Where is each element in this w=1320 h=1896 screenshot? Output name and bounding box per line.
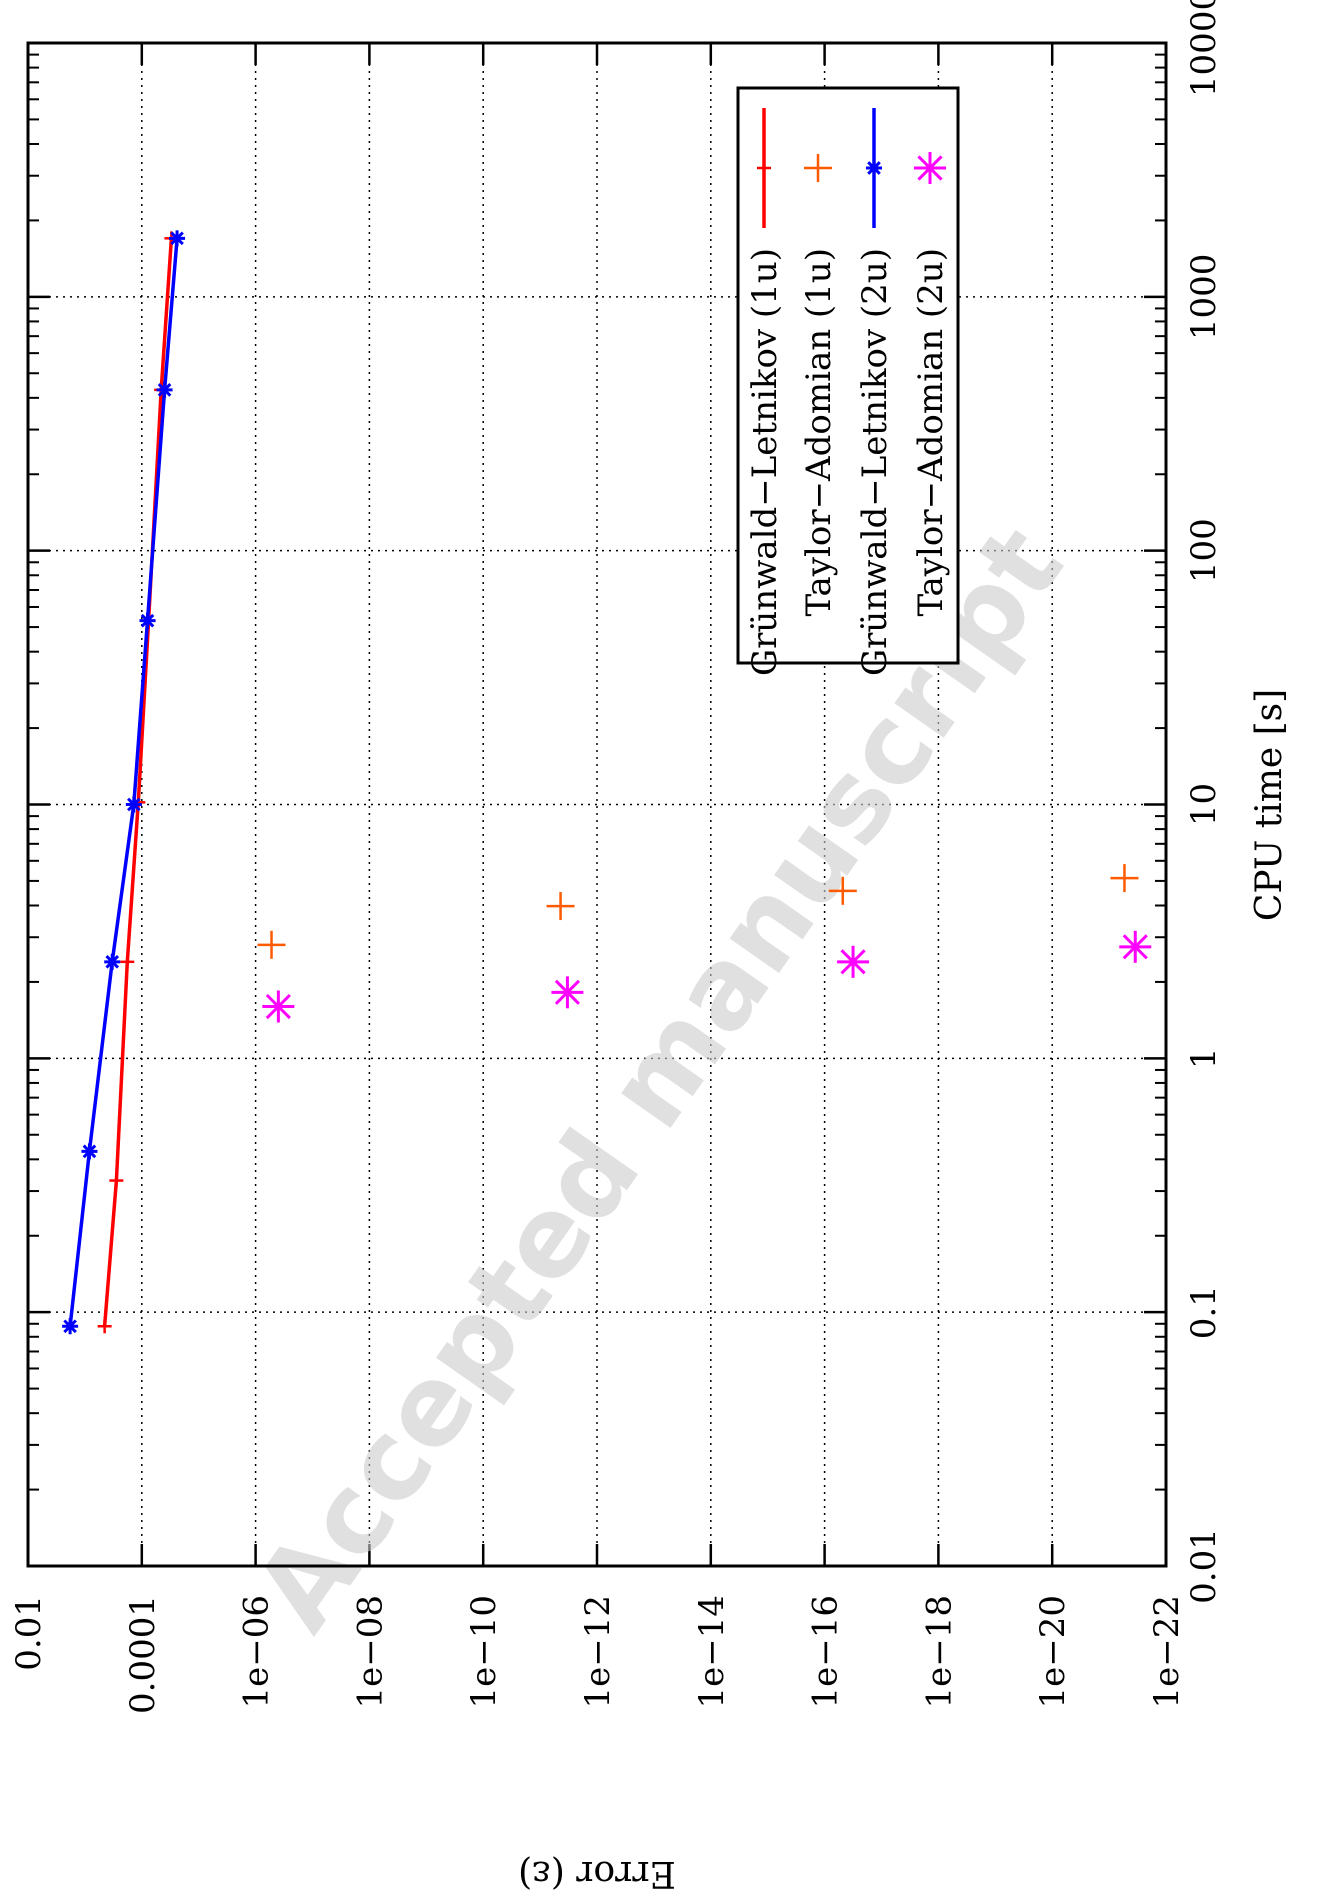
x-tick-label: 1000 [1184,254,1224,341]
x-tick-label: 10 [1184,783,1224,826]
x-tick-label: 0.1 [1184,1285,1224,1339]
series-group [257,864,1139,959]
data-point-marker [265,993,291,1020]
data-point-marker [82,1144,97,1159]
data-point-marker [170,231,184,246]
data-point-marker [840,949,866,975]
data-point-marker [157,383,172,397]
y-tick-label: 0.0001 [123,1595,163,1714]
y-tick-label: 1e−18 [919,1595,959,1709]
series-line [102,238,174,1327]
y-tick-label: 1e−06 [237,1595,277,1709]
y-tick-label: 1e−08 [350,1595,390,1709]
x-tick-label: 100 [1184,518,1224,583]
y-tick-label: 1e−14 [692,1595,732,1709]
x-tick-label: 1 [1184,1048,1224,1070]
y-tick-label: 1e−10 [464,1595,504,1709]
x-tick-label: 0.01 [1184,1528,1224,1604]
legend-marker [867,161,881,175]
legend-marker [917,155,943,181]
data-point-marker [140,613,155,628]
data-point-marker [63,1319,77,1334]
data-point-marker [554,979,581,1005]
tick-labels: 0.01 0.1 1 10 100 1000 10000 0.01 0.0001 1e−06 1e−… [9,0,1224,1714]
watermark-text: Accepted manuscript [230,504,1088,1653]
legend-entry-label: Grünwald−Letnikov (1u) [745,248,785,676]
y-axis-title: Error (ε) [518,1853,676,1891]
data-series [62,230,1152,1335]
data-point-marker [127,797,141,812]
y-tick-label: 1e−12 [578,1595,618,1709]
legend: Grünwald−Letnikov (1u) Taylor−Adomian (1u… [736,86,960,676]
y-tick-label: 1e−16 [806,1595,846,1709]
x-tick-label: 10000 [1184,0,1224,97]
plot-frame [26,41,1168,1568]
grid-lines [28,43,1166,1566]
legend-entry-label: Taylor−Adomian (1u) [799,248,839,617]
data-point-marker [1122,934,1148,960]
y-tick-label: 1e−22 [1147,1595,1187,1709]
series-group [97,231,179,1334]
y-tick-label: 1e−20 [1033,1595,1073,1709]
legend-entry-label: Taylor−Adomian (2u) [911,248,951,617]
series-group [62,230,186,1335]
legend-entry-label: Grünwald−Letnikov (2u) [855,248,895,676]
data-point-marker [105,955,120,969]
y-tick-label: 0.01 [9,1595,49,1671]
series-group [262,930,1152,1023]
x-axis-title: CPU time [s] [1249,689,1290,921]
legend-box [736,86,960,665]
